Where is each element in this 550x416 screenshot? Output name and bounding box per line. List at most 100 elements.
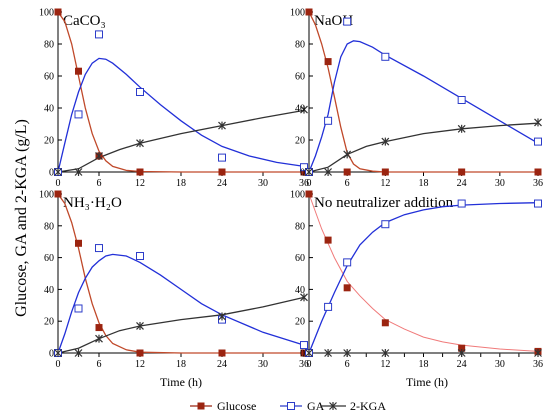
no-neutralizer-ytick-label: 100 xyxy=(290,190,305,201)
legend: Glucose GA 2-KGA xyxy=(190,399,386,413)
no-neutralizer-2kga-point xyxy=(324,349,333,357)
legend-glucose-marker xyxy=(197,402,205,410)
nh3-h2o-2-kga-fit-line xyxy=(57,296,305,354)
caco3-ga-fit-line xyxy=(57,57,305,173)
caco3-glucose-point xyxy=(75,67,82,75)
panel-no-neutralizer: 0 20 40 60 80 100 0 6 12 18 24 30 36 No neutralizer a… xyxy=(290,190,543,371)
caco3-2kga-point xyxy=(54,168,62,176)
naoh-2kga-point xyxy=(324,168,333,176)
caco3-ga-point xyxy=(300,163,308,172)
caco3-xtick-label: 6 xyxy=(97,178,102,189)
no-neutralizer-xtick-label: 30 xyxy=(495,359,505,370)
nh3-h2o-xtick-label: 24 xyxy=(217,359,227,370)
no-neutralizer-xtick-label: 18 xyxy=(419,359,429,370)
no-neutralizer-ytick-label: 0 xyxy=(300,349,305,360)
caco3-glucose-point xyxy=(54,8,62,16)
caco3-ytick-label: 80 xyxy=(44,40,54,51)
nh3-h2o-ga-point xyxy=(74,304,83,313)
naoh-glucose-point xyxy=(381,168,389,176)
legend-glucose-label: Glucose xyxy=(217,399,256,413)
nh3-h2o-ytick-label: 0 xyxy=(49,349,54,360)
naoh-glucose-point xyxy=(324,58,332,66)
nh3-h2o-xtick-label: 36 xyxy=(299,359,309,370)
no-neutralizer-2kga-point xyxy=(381,349,390,357)
naoh-glucose-point xyxy=(343,168,351,176)
naoh-ga-point xyxy=(381,52,390,61)
caco3-title: CaCO₃ xyxy=(63,13,106,29)
naoh-2kga-point xyxy=(457,124,466,133)
naoh-2kga-point xyxy=(343,150,352,159)
naoh-ytick-label: 60 xyxy=(295,72,305,83)
nh3-h2o-2kga-point xyxy=(300,293,308,302)
nh3-h2o-ga-point xyxy=(136,252,144,261)
no-neutralizer-ytick-label: 60 xyxy=(295,253,305,264)
caco3-2kga-point xyxy=(95,152,103,160)
legend-2kga-label: 2-KGA xyxy=(350,399,386,413)
no-neutralizer-glucose-point xyxy=(458,344,466,352)
nh3-h2o-ytick-label: 20 xyxy=(44,317,54,328)
caco3-ytick-label: 60 xyxy=(44,72,54,83)
nh3-h2o-2kga-point xyxy=(136,321,144,330)
caco3-ga-point xyxy=(136,88,144,96)
nh3-h2o-glucose-point xyxy=(300,349,308,357)
caco3-ga-point xyxy=(74,110,83,119)
caco3-2kga-point xyxy=(300,105,308,114)
no-neutralizer-ytick-label: 40 xyxy=(295,285,305,296)
caco3-2kga-point xyxy=(74,168,83,176)
nh3-h2o-xtick-label: 30 xyxy=(258,359,268,370)
naoh-2kga-point xyxy=(305,168,313,176)
caco3-ga-point xyxy=(218,153,226,162)
caco3-glucose-point xyxy=(136,168,144,176)
naoh-ytick-label: 20 xyxy=(295,136,305,147)
nh3-h2o-2kga-point xyxy=(54,349,62,357)
nh3-h2o-ytick-label: 60 xyxy=(44,253,54,264)
nh3-h2o-glucose-point xyxy=(95,324,103,332)
naoh-ga-point xyxy=(534,137,542,146)
caco3-ytick-label: 0 xyxy=(49,168,54,179)
caco3-xtick-label: 18 xyxy=(176,178,186,189)
naoh-xtick-label: 36 xyxy=(533,178,543,189)
caco3-ga-point xyxy=(95,30,103,39)
nh3-h2o-ga-fit-line xyxy=(57,253,305,354)
nh3-h2o-glucose-fit-line xyxy=(57,193,304,354)
naoh-xtick-label: 12 xyxy=(380,178,390,189)
caco3-xtick-label: 36 xyxy=(299,178,309,189)
no-neutralizer-xtick-label: 24 xyxy=(457,359,467,370)
naoh-ga-point xyxy=(343,17,352,26)
no-neutralizer-2kga-point xyxy=(305,349,313,357)
no-neutralizer-glucose-point xyxy=(381,319,389,327)
nh3-h2o-glucose-point xyxy=(218,349,226,357)
caco3-ytick-label: 100 xyxy=(39,8,54,19)
naoh-2-kga-fit-line xyxy=(308,122,539,173)
nh3-h2o-2kga-point xyxy=(95,334,103,343)
naoh-glucose-point xyxy=(534,168,542,176)
naoh-xtick-label: 6 xyxy=(345,178,350,189)
nh3-h2o-2kga-point xyxy=(74,349,83,357)
x-axis-label-right: Time (h) xyxy=(406,375,448,389)
no-neutralizer-ga-point xyxy=(534,199,542,208)
naoh-xtick-label: 24 xyxy=(457,178,467,189)
naoh-glucose-point xyxy=(458,168,466,176)
nh3-h2o-2kga-point xyxy=(218,312,226,321)
panel-nh3-h2o: 0 20 40 60 80 100 0 6 12 18 24 30 36 NH₃·H₂O xyxy=(39,190,309,371)
naoh-xtick-label: 18 xyxy=(419,178,429,189)
no-neutralizer-2kga-point xyxy=(534,349,542,357)
no-neutralizer-ga-point xyxy=(381,220,390,229)
no-neutralizer-xtick-label: 0 xyxy=(307,359,312,370)
nh3-h2o-xtick-label: 12 xyxy=(135,359,145,370)
naoh-glucose-fit-line xyxy=(308,11,538,173)
caco3-ytick-label: 20 xyxy=(44,136,54,147)
nh3-h2o-glucose-point xyxy=(54,190,62,198)
nh3-h2o-xtick-label: 0 xyxy=(56,359,61,370)
naoh-ga-fit-line xyxy=(308,40,539,173)
nh3-h2o-xtick-label: 18 xyxy=(176,359,186,370)
naoh-xtick-label: 30 xyxy=(495,178,505,189)
caco3-glucose-point xyxy=(300,168,308,176)
naoh-2kga-point xyxy=(534,118,542,127)
naoh-xtick-label: 0 xyxy=(307,178,312,189)
nh3-h2o-ytick-label: 80 xyxy=(44,221,54,232)
no-neutralizer-glucose-point xyxy=(324,236,332,244)
caco3-xtick-label: 24 xyxy=(217,178,227,189)
